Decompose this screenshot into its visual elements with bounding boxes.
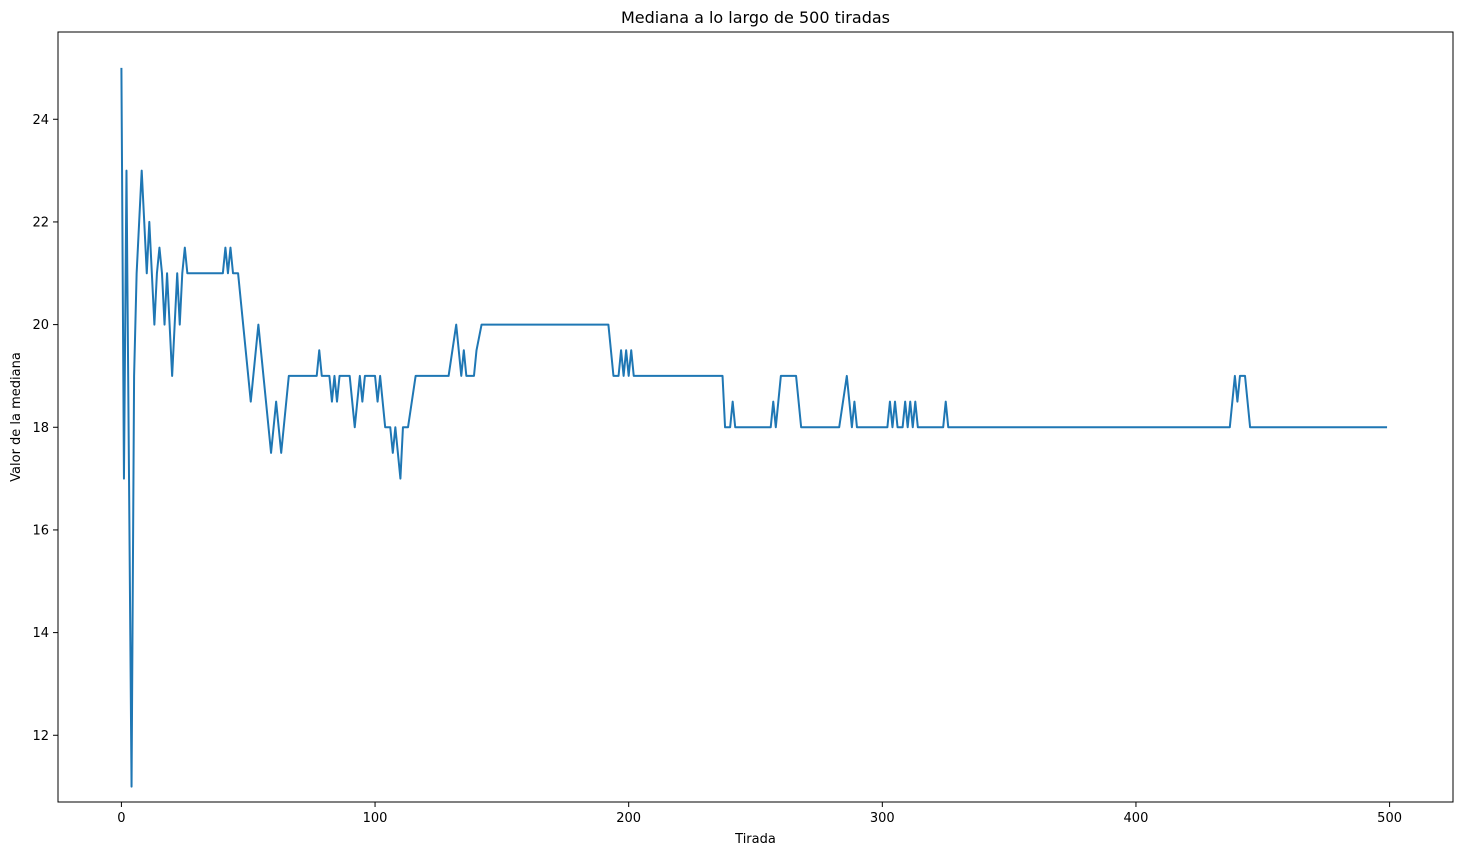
axes-frame [57,31,1454,803]
x-tick-label: 200 [616,811,641,826]
x-tick-label: 400 [1124,811,1149,826]
y-axis: 12 14 16 18 20 22 24 [32,113,58,744]
x-axis-label: Tirada [734,832,776,847]
x-tick-label: 0 [117,811,125,826]
y-tick-label: 20 [32,318,49,333]
x-tick-label: 300 [870,811,895,826]
x-tick-label: 500 [1377,811,1402,826]
x-tick-label: 100 [363,811,388,826]
y-axis-label: Valor de la mediana [9,352,24,482]
series-line-0 [120,67,1388,788]
y-tick-label: 18 [32,421,49,436]
y-tick-label: 14 [32,626,49,641]
y-tick-label: 16 [32,523,49,538]
plot-area [120,67,1388,788]
x-axis: 0 100 200 300 400 500 [117,802,1402,826]
y-tick-label: 22 [32,215,49,230]
y-tick-label: 12 [32,729,49,744]
chart-title: Mediana a lo largo de 500 tiradas [621,8,890,27]
y-tick-label: 24 [32,113,49,128]
